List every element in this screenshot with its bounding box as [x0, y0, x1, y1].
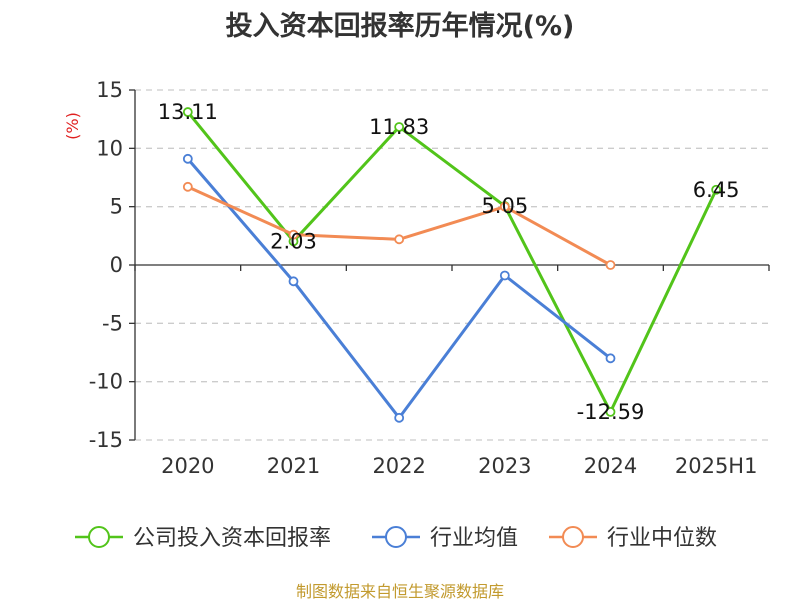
series-line — [186, 111, 718, 414]
data-point — [605, 260, 616, 270]
data-label: 5.05 — [481, 194, 528, 218]
legend-swatch-marker — [562, 526, 584, 548]
y-tick-label: 5 — [110, 195, 123, 219]
x-tick-label: 2025H1 — [675, 454, 758, 478]
legend: 公司投入资本回报率 行业均值 行业中位数 — [75, 526, 717, 551]
y-axis-label: (%) — [63, 112, 82, 140]
series-line — [187, 185, 612, 267]
grid-lines — [135, 89, 769, 441]
y-tick-label: 15 — [96, 78, 123, 102]
x-tick-label: 2024 — [584, 454, 637, 478]
legend-item: 行业中位数 — [549, 526, 717, 551]
y-tick-label: -15 — [89, 428, 123, 452]
legend-item: 公司投入资本回报率 — [75, 526, 331, 551]
series-lines — [182, 107, 722, 423]
legend-label: 行业中位数 — [607, 526, 717, 551]
data-label: 6.45 — [693, 178, 740, 202]
x-tick-label: 2020 — [161, 454, 214, 478]
data-point — [605, 406, 616, 417]
legend-swatch-marker — [88, 526, 110, 548]
data-source-note: 制图数据来自恒生聚源数据库 — [295, 582, 504, 601]
data-point — [288, 276, 299, 287]
data-label: 2.03 — [270, 229, 317, 253]
y-axis-ticks: 15 10 5 0 -5 -10 -15 — [89, 78, 123, 452]
data-point — [288, 229, 299, 240]
data-point — [394, 122, 405, 132]
y-tick-label: -5 — [102, 311, 123, 335]
x-axis-ticks: 2020 2021 2022 2023 2024 2025H1 — [161, 454, 757, 478]
data-point — [499, 201, 510, 212]
legend-label: 行业均值 — [430, 526, 518, 551]
data-point — [182, 181, 193, 192]
y-tick-label: 10 — [96, 136, 123, 160]
data-point — [394, 412, 405, 423]
data-point — [182, 107, 193, 117]
y-tick-label: -10 — [89, 370, 123, 394]
data-labels: 13.11 2.03 11.83 5.05 -12.59 6.45 — [158, 100, 740, 424]
data-point — [182, 153, 193, 164]
data-point — [605, 353, 616, 364]
x-tick-label: 2021 — [267, 454, 320, 478]
x-tick-label: 2022 — [372, 454, 425, 478]
data-point — [499, 270, 510, 281]
axes — [129, 89, 770, 441]
data-label: 11.83 — [369, 115, 429, 139]
data-point — [711, 184, 722, 195]
legend-item: 行业均值 — [372, 526, 518, 551]
data-label: 13.11 — [158, 100, 218, 124]
data-point — [394, 234, 405, 245]
chart-title: 投入资本回报率历年情况(%) — [225, 11, 575, 42]
x-tick-label: 2023 — [478, 454, 531, 478]
legend-label: 公司投入资本回报率 — [133, 526, 331, 551]
data-label: -12.59 — [577, 400, 645, 424]
legend-swatch-marker — [385, 526, 407, 548]
y-tick-label: 0 — [110, 253, 123, 277]
